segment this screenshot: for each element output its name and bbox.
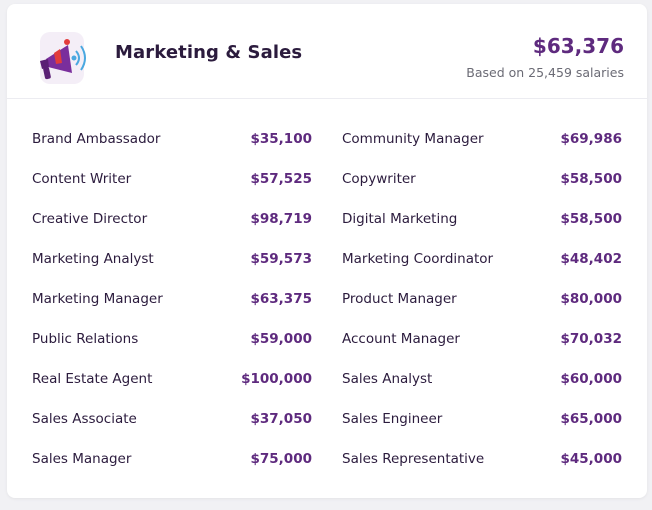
job-salary: $45,000 bbox=[560, 451, 623, 467]
job-salary: $57,525 bbox=[250, 171, 313, 187]
salary-list: Brand Ambassador $35,100 Content Writer $5… bbox=[32, 119, 622, 479]
category-title: Marketing & Sales bbox=[115, 42, 303, 63]
salary-row[interactable]: Sales Associate $37,050 bbox=[32, 399, 312, 439]
salary-row[interactable]: Community Manager $69,986 bbox=[342, 119, 622, 159]
job-salary: $59,000 bbox=[250, 331, 313, 347]
salary-row[interactable]: Digital Marketing $58,500 bbox=[342, 199, 622, 239]
right-column: Community Manager $69,986 Copywriter $58,5… bbox=[342, 119, 622, 479]
job-title: Sales Engineer bbox=[342, 411, 443, 427]
job-title: Marketing Analyst bbox=[32, 251, 154, 267]
job-title: Marketing Manager bbox=[32, 291, 163, 307]
job-salary: $100,000 bbox=[241, 371, 312, 387]
job-salary: $65,000 bbox=[560, 411, 623, 427]
job-salary: $60,000 bbox=[560, 371, 623, 387]
job-salary: $59,573 bbox=[250, 251, 313, 267]
salary-row[interactable]: Product Manager $80,000 bbox=[342, 279, 622, 319]
job-salary: $98,719 bbox=[250, 211, 313, 227]
job-title: Account Manager bbox=[342, 331, 460, 347]
job-salary: $75,000 bbox=[250, 451, 313, 467]
average-salary: $63,376 bbox=[532, 34, 624, 58]
salary-row[interactable]: Copywriter $58,500 bbox=[342, 159, 622, 199]
job-salary: $70,032 bbox=[560, 331, 623, 347]
salary-row[interactable]: Public Relations $59,000 bbox=[32, 319, 312, 359]
job-title: Copywriter bbox=[342, 171, 416, 187]
card-header: Marketing & Sales $63,376 Based on 25,45… bbox=[7, 4, 647, 99]
job-title: Brand Ambassador bbox=[32, 131, 161, 147]
salary-row[interactable]: Account Manager $70,032 bbox=[342, 319, 622, 359]
salary-row[interactable]: Marketing Manager $63,375 bbox=[32, 279, 312, 319]
job-salary: $35,100 bbox=[250, 131, 313, 147]
job-title: Sales Manager bbox=[32, 451, 132, 467]
salary-row[interactable]: Sales Manager $75,000 bbox=[32, 439, 312, 479]
megaphone-icon bbox=[32, 29, 92, 89]
job-salary: $80,000 bbox=[560, 291, 623, 307]
job-title: Product Manager bbox=[342, 291, 457, 307]
job-salary: $63,375 bbox=[250, 291, 313, 307]
salary-row[interactable]: Real Estate Agent $100,000 bbox=[32, 359, 312, 399]
salary-row[interactable]: Content Writer $57,525 bbox=[32, 159, 312, 199]
job-title: Content Writer bbox=[32, 171, 132, 187]
job-title: Sales Associate bbox=[32, 411, 137, 427]
job-salary: $58,500 bbox=[560, 171, 623, 187]
job-title: Sales Analyst bbox=[342, 371, 433, 387]
job-title: Community Manager bbox=[342, 131, 484, 147]
left-column: Brand Ambassador $35,100 Content Writer $5… bbox=[32, 119, 312, 479]
salary-card: Marketing & Sales $63,376 Based on 25,45… bbox=[7, 4, 647, 498]
job-salary: $69,986 bbox=[560, 131, 623, 147]
salary-count: Based on 25,459 salaries bbox=[466, 65, 624, 80]
job-title: Real Estate Agent bbox=[32, 371, 153, 387]
salary-row[interactable]: Marketing Coordinator $48,402 bbox=[342, 239, 622, 279]
job-title: Creative Director bbox=[32, 211, 148, 227]
salary-row[interactable]: Sales Analyst $60,000 bbox=[342, 359, 622, 399]
job-salary: $58,500 bbox=[560, 211, 623, 227]
job-salary: $37,050 bbox=[250, 411, 313, 427]
salary-row[interactable]: Creative Director $98,719 bbox=[32, 199, 312, 239]
salary-row[interactable]: Sales Representative $45,000 bbox=[342, 439, 622, 479]
job-title: Marketing Coordinator bbox=[342, 251, 494, 267]
job-title: Sales Representative bbox=[342, 451, 485, 467]
salary-row[interactable]: Marketing Analyst $59,573 bbox=[32, 239, 312, 279]
job-title: Digital Marketing bbox=[342, 211, 458, 227]
job-title: Public Relations bbox=[32, 331, 139, 347]
job-salary: $48,402 bbox=[560, 251, 623, 267]
salary-row[interactable]: Brand Ambassador $35,100 bbox=[32, 119, 312, 159]
salary-row[interactable]: Sales Engineer $65,000 bbox=[342, 399, 622, 439]
